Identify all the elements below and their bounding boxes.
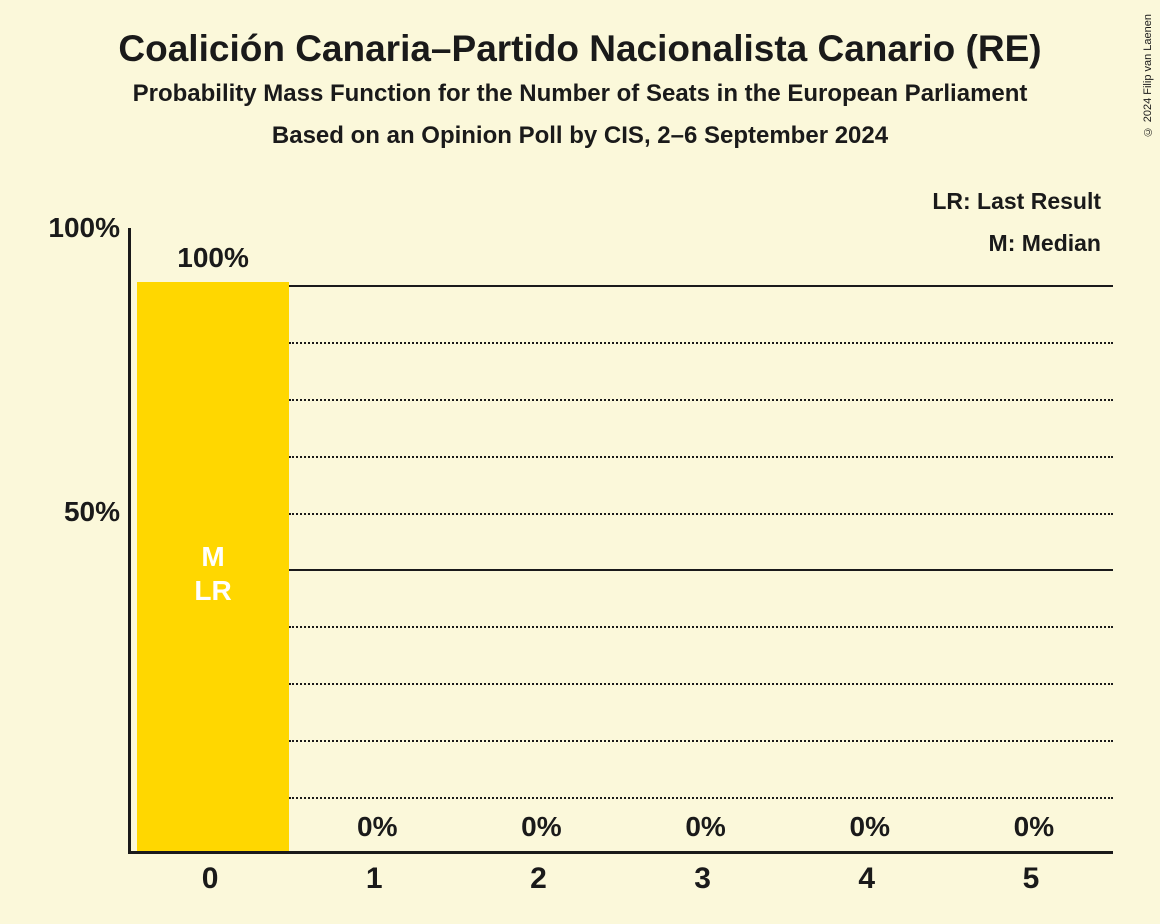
- bar-value-4: 0%: [850, 811, 890, 843]
- copyright-text: © 2024 Filip van Laenen: [1142, 14, 1154, 137]
- grid-minor-30: [289, 683, 1113, 685]
- y-tick-label-100: 100%: [48, 212, 120, 244]
- chart-subtitle-1: Probability Mass Function for the Number…: [0, 70, 1160, 108]
- bar-value-3: 0%: [685, 811, 725, 843]
- x-label-1: 1: [366, 862, 383, 896]
- grid-minor-70: [289, 456, 1113, 458]
- y-tick-label-50: 50%: [64, 496, 120, 528]
- grid-minor-90: [289, 342, 1113, 344]
- bar-value-1: 0%: [357, 811, 397, 843]
- bar-value-0: 100%: [177, 242, 249, 274]
- grid-major-50: [289, 569, 1113, 571]
- in-bar-lastresult-label: LR: [194, 575, 231, 607]
- chart-title: Coalición Canaria–Partido Nacionalista C…: [0, 0, 1160, 70]
- grid-major-100: [289, 285, 1113, 287]
- grid-minor-80: [289, 399, 1113, 401]
- legend-median: M: Median: [989, 230, 1101, 257]
- in-bar-median-label: M: [201, 541, 224, 573]
- bar-value-2: 0%: [521, 811, 561, 843]
- grid-minor-40: [289, 626, 1113, 628]
- x-label-2: 2: [530, 862, 547, 896]
- chart-subtitle-2: Based on an Opinion Poll by CIS, 2–6 Sep…: [0, 108, 1160, 150]
- grid-minor-10: [289, 797, 1113, 799]
- legend-last-result: LR: Last Result: [932, 188, 1101, 215]
- grid-clip: [289, 228, 1113, 851]
- plot-region: M LR 100% 0% 0% 0% 0% 0% LR: Last Result…: [128, 228, 1113, 854]
- grid-minor-60: [289, 513, 1113, 515]
- x-label-3: 3: [694, 862, 711, 896]
- chart-area: 100% 50% M LR 100% 0% 0% 0% 0% 0% LR: La…: [30, 178, 1130, 898]
- bar-value-5: 0%: [1014, 811, 1054, 843]
- x-label-4: 4: [858, 862, 875, 896]
- x-label-5: 5: [1023, 862, 1040, 896]
- x-label-0: 0: [202, 862, 219, 896]
- grid-minor-20: [289, 740, 1113, 742]
